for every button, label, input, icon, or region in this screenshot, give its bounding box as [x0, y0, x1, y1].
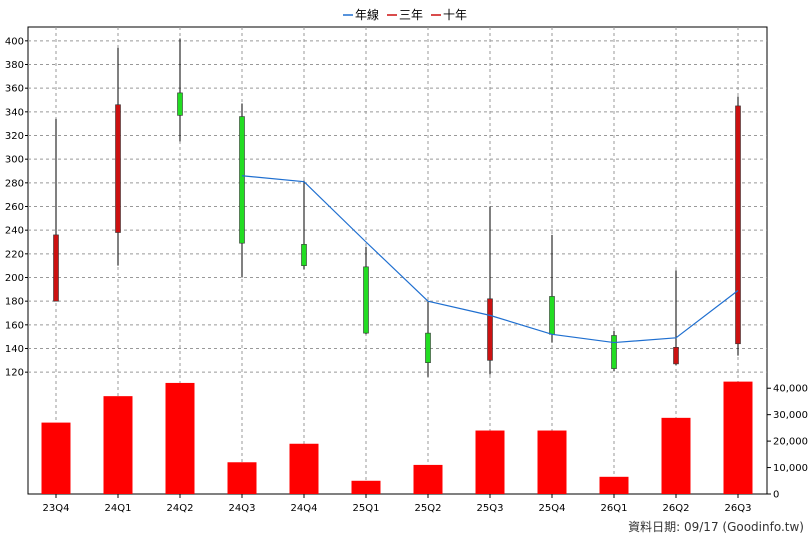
- candle-body: [53, 234, 59, 302]
- candle: [177, 38, 183, 142]
- candle-body: [673, 347, 679, 365]
- price-tick-label: 240: [5, 226, 24, 237]
- volume-bar: [41, 422, 71, 494]
- volume-bar: [723, 381, 753, 494]
- price-tick-label: 280: [5, 178, 24, 189]
- year-line-series: [241, 175, 739, 344]
- candlesticks: [53, 38, 741, 377]
- x-tick-label: 25Q1: [353, 503, 380, 514]
- x-tick-label: 25Q3: [477, 503, 504, 514]
- x-tick-label: 25Q2: [415, 503, 442, 514]
- volume-axis: 0 10,000 20,000 30,000 40,000: [767, 384, 808, 501]
- candle-body: [549, 296, 555, 335]
- price-tick-label: 220: [5, 249, 24, 260]
- candle: [611, 330, 617, 371]
- volume-bar: [351, 480, 381, 494]
- x-tick-label: 24Q3: [229, 503, 256, 514]
- plot-area-frame: [27, 26, 768, 495]
- volume-tick-label: 0: [773, 490, 779, 501]
- candle: [363, 246, 369, 335]
- price-tick-label: 180: [5, 297, 24, 308]
- volume-bar: [165, 382, 195, 494]
- volume-bar: [537, 430, 567, 494]
- candle: [487, 206, 493, 375]
- candle: [239, 103, 245, 278]
- grid: [28, 27, 767, 494]
- price-tick-label: 360: [5, 84, 24, 95]
- candle-body: [425, 332, 431, 364]
- price-tick-label: 340: [5, 107, 24, 118]
- x-tick-label: 24Q1: [105, 503, 132, 514]
- legend: 年線 三年 十年: [343, 7, 467, 22]
- volume-bar: [103, 396, 133, 494]
- legend-label-three-year: 三年: [399, 8, 423, 22]
- volume-bar: [475, 430, 505, 494]
- x-tick-label: 24Q4: [291, 503, 318, 514]
- volume-tick-label: 20,000: [773, 437, 808, 448]
- candle: [735, 96, 741, 356]
- candle-body: [115, 104, 121, 233]
- price-tick-label: 300: [5, 155, 24, 166]
- candle-body: [239, 116, 245, 244]
- x-tick-label: 25Q4: [539, 503, 566, 514]
- x-tick-label: 23Q4: [43, 503, 70, 514]
- candle: [115, 47, 121, 266]
- legend-label-ten-year: 十年: [443, 8, 467, 22]
- volume-tick-label: 30,000: [773, 410, 808, 421]
- price-axis: 120 140 160 180 200 220 240 260 280 300 320 340 360 3…: [5, 36, 28, 379]
- candle-body: [177, 92, 183, 116]
- volume-tick-label: 10,000: [773, 463, 808, 474]
- price-tick-label: 120: [5, 368, 24, 379]
- volume-bar: [413, 464, 443, 494]
- volume-bar: [289, 443, 319, 494]
- x-tick-label: 26Q1: [601, 503, 628, 514]
- candle: [549, 234, 555, 343]
- price-tick-label: 320: [5, 131, 24, 142]
- candle: [53, 118, 59, 302]
- candle-body: [487, 298, 493, 361]
- candle-body: [735, 105, 741, 345]
- volume-bars: [41, 381, 753, 494]
- legend-label-year-line: 年線: [355, 7, 379, 22]
- price-tick-label: 260: [5, 202, 24, 213]
- x-tick-label: 26Q3: [725, 503, 752, 514]
- candle: [301, 180, 307, 270]
- volume-bar: [599, 476, 629, 494]
- candle-body: [363, 266, 369, 334]
- price-tick-label: 140: [5, 344, 24, 355]
- volume-bar: [227, 462, 257, 494]
- price-tick-label: 160: [5, 320, 24, 331]
- x-tick-label: 24Q2: [167, 503, 194, 514]
- moving-average-lines: [241, 175, 739, 344]
- volume-bar: [661, 417, 691, 494]
- price-tick-label: 380: [5, 60, 24, 71]
- x-tick-label: 26Q2: [663, 503, 690, 514]
- candle-body: [611, 335, 617, 369]
- footer-date-source: 資料日期: 09/17 (Goodinfo.tw): [628, 520, 804, 534]
- volume-tick-label: 40,000: [773, 384, 808, 395]
- price-tick-label: 400: [5, 36, 24, 47]
- candle: [425, 301, 431, 377]
- candle-body: [301, 244, 307, 266]
- candle: [673, 270, 679, 366]
- x-axis: 23Q4 24Q1 24Q2 24Q3 24Q4 25Q1 25Q2 25Q3 25Q4 26Q1…: [43, 494, 752, 514]
- price-tick-label: 200: [5, 273, 24, 284]
